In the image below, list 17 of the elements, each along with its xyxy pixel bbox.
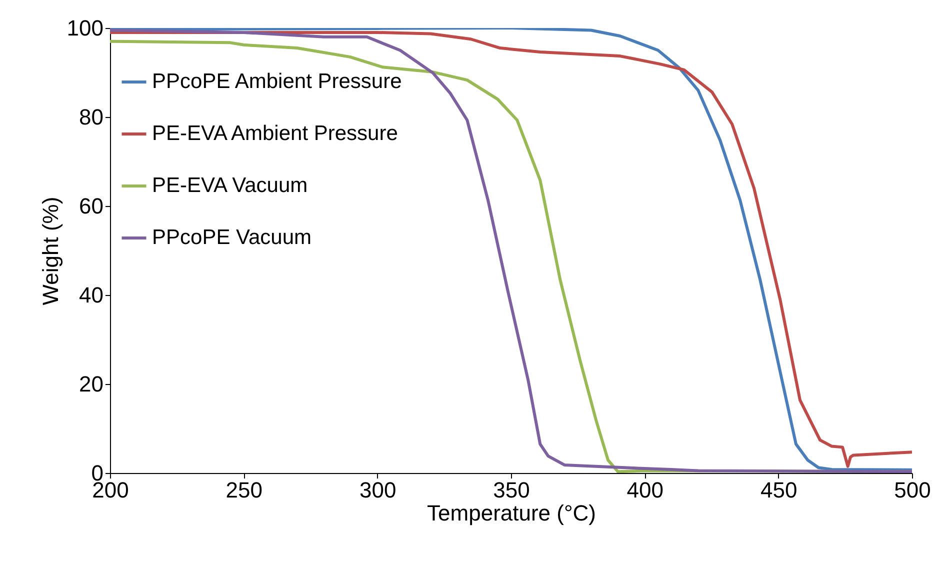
legend-label: PE-EVA Ambient Pressure [152,122,398,145]
y-tick-label: 100 [66,16,104,40]
x-tick-label: 450 [760,478,798,502]
y-axis-title: Weight (%) [38,196,63,306]
legend-label: PPcoPE Ambient Pressure [152,70,402,93]
x-tick-label: 500 [894,478,931,502]
y-tick-label: 80 [79,104,104,130]
legend-label: PPcoPE Vacuum [152,226,312,249]
x-tick-label: 300 [359,478,396,502]
y-tick-label: 20 [79,372,104,396]
y-tick-label: 60 [79,194,104,218]
x-axis-title: Temperature (°C) [427,500,596,526]
legend-label: PE-EVA Vacuum [152,174,308,197]
x-tick-label: 350 [493,478,530,502]
x-tick-label: 250 [226,478,263,502]
y-tick-label: 40 [79,282,104,308]
x-tick-label: 400 [626,478,664,502]
